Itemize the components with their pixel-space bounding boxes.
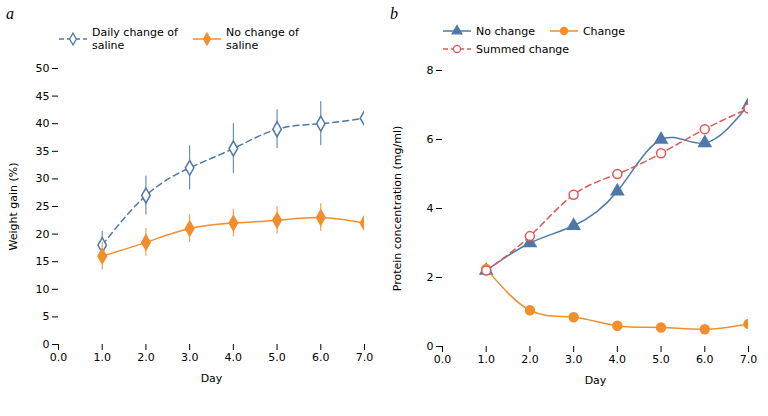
svg-text:Day: Day <box>585 374 607 387</box>
svg-text:30: 30 <box>36 172 50 185</box>
svg-text:5: 5 <box>43 310 50 323</box>
svg-text:Protein concentration (mg/ml): Protein concentration (mg/ml) <box>391 126 404 292</box>
html-text:a: a <box>6 5 14 22</box>
html-text:No change of saline: No change of saline <box>225 26 299 52</box>
svg-text:8: 8 <box>427 64 434 77</box>
svg-text:0.0: 0.0 <box>434 353 452 366</box>
html-text:Change: Change <box>582 24 626 38</box>
svg-text:2: 2 <box>427 271 434 284</box>
svg-text:20: 20 <box>36 228 50 241</box>
svg-text:Weight gain (%): Weight gain (%) <box>7 162 20 250</box>
svg-text:6.0: 6.0 <box>312 351 330 364</box>
svg-text:7.0: 7.0 <box>356 351 374 364</box>
svg-text:35: 35 <box>36 145 50 158</box>
svg-text:Day: Day <box>201 372 223 385</box>
html-text:No change: No change <box>476 24 535 38</box>
svg-text:50: 50 <box>36 62 50 75</box>
svg-text:1.0: 1.0 <box>477 353 495 366</box>
svg-text:2.0: 2.0 <box>521 353 539 366</box>
svg-text:4: 4 <box>427 202 434 215</box>
svg-text:7.0: 7.0 <box>740 353 758 366</box>
svg-text:2.0: 2.0 <box>137 351 155 364</box>
svg-text:4.0: 4.0 <box>225 351 243 364</box>
svg-text:10: 10 <box>36 283 50 296</box>
svg-text:25: 25 <box>36 200 50 213</box>
svg-text:6: 6 <box>427 133 434 146</box>
svg-text:4.0: 4.0 <box>609 353 627 366</box>
svg-text:40: 40 <box>36 117 50 130</box>
svg-text:1.0: 1.0 <box>93 351 111 364</box>
svg-text:6.0: 6.0 <box>696 353 714 366</box>
svg-text:5.0: 5.0 <box>652 353 670 366</box>
svg-text:0: 0 <box>427 340 434 353</box>
html-text:b: b <box>390 5 398 22</box>
svg-text:3.0: 3.0 <box>565 353 583 366</box>
svg-text:0: 0 <box>43 338 50 351</box>
svg-text:45: 45 <box>36 90 50 103</box>
svg-text:3.0: 3.0 <box>181 351 199 364</box>
svg-text:0.0: 0.0 <box>50 351 68 364</box>
svg-text:5.0: 5.0 <box>268 351 286 364</box>
html-text:Daily change of saline: Daily change of saline <box>92 26 178 52</box>
svg-text:15: 15 <box>36 255 50 268</box>
html-text:Summed change: Summed change <box>476 42 570 56</box>
